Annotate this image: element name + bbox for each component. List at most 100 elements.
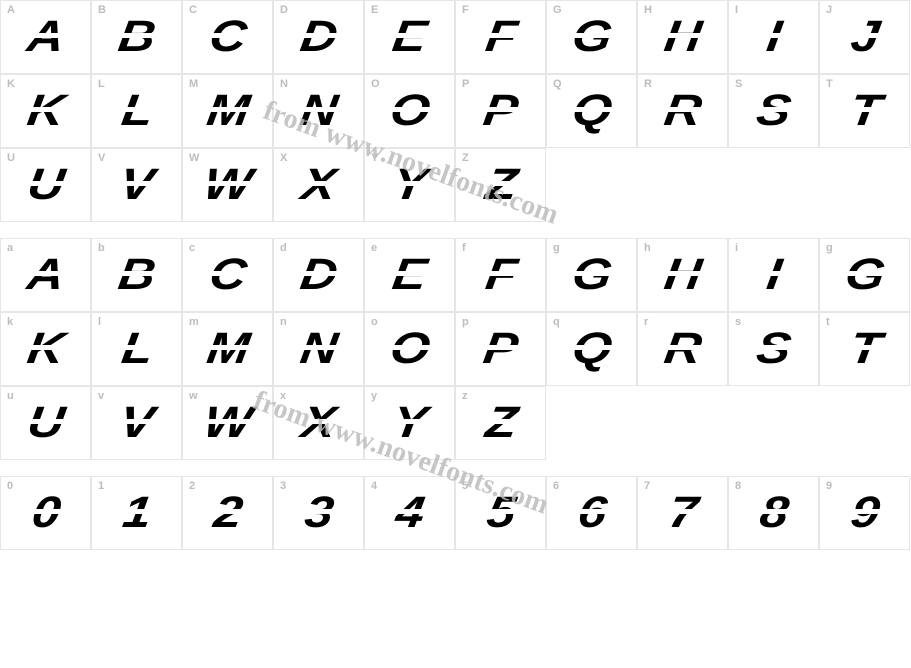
key-label: t <box>826 317 830 328</box>
key-label: 7 <box>644 481 650 492</box>
glyph: X <box>299 163 338 207</box>
glyph-cell: OO <box>364 74 455 148</box>
glyph-cell: NN <box>273 74 364 148</box>
glyph: X <box>299 401 338 445</box>
key-label: U <box>7 153 15 164</box>
glyph: E <box>390 253 429 297</box>
glyph: M <box>204 89 251 133</box>
key-label: i <box>735 243 738 254</box>
glyph-cell: 00 <box>0 476 91 550</box>
key-label: g <box>826 243 833 254</box>
glyph: 3 <box>302 491 335 535</box>
key-label: s <box>735 317 741 328</box>
key-label: p <box>462 317 469 328</box>
glyph-cell: MM <box>182 74 273 148</box>
glyph: U <box>25 401 67 445</box>
glyph-cell: vV <box>91 386 182 460</box>
glyph-cell: FF <box>455 0 546 74</box>
glyph: K <box>25 89 67 133</box>
glyph: N <box>298 89 340 133</box>
key-label: h <box>644 243 651 254</box>
glyph-cell: wW <box>182 386 273 460</box>
glyph: H <box>662 253 704 297</box>
glyph-cell: XX <box>273 148 364 222</box>
glyph: 6 <box>575 491 608 535</box>
glyph: B <box>116 253 158 297</box>
glyph: Z <box>483 163 519 207</box>
key-label: l <box>98 317 101 328</box>
glyph-cell: mM <box>182 312 273 386</box>
glyph-cell: 77 <box>637 476 728 550</box>
glyph-cell: YY <box>364 148 455 222</box>
key-label: R <box>644 79 652 90</box>
glyph: 2 <box>211 491 244 535</box>
key-label: v <box>98 391 104 402</box>
key-label: 6 <box>553 481 559 492</box>
key-label: C <box>189 5 197 16</box>
glyph-cell: 55 <box>455 476 546 550</box>
glyph-row: 00112233445566778899 <box>0 476 910 550</box>
glyph-cell <box>819 148 910 222</box>
glyph-cell: 11 <box>91 476 182 550</box>
key-label: L <box>98 79 105 90</box>
glyph-cell <box>637 386 728 460</box>
glyph: S <box>754 327 793 371</box>
key-label: 5 <box>462 481 468 492</box>
glyph-cell: nN <box>273 312 364 386</box>
glyph-cell: SS <box>728 74 819 148</box>
glyph-cell: tT <box>819 312 910 386</box>
glyph-cell: pP <box>455 312 546 386</box>
glyph-cell: LL <box>91 74 182 148</box>
glyph-cell: qQ <box>546 312 637 386</box>
glyph: E <box>390 15 429 59</box>
glyph: O <box>387 327 431 371</box>
glyph: 0 <box>29 491 62 535</box>
glyph-cell: bB <box>91 238 182 312</box>
glyph-cell: QQ <box>546 74 637 148</box>
key-label: V <box>98 153 105 164</box>
key-label: y <box>371 391 377 402</box>
key-label: E <box>371 5 378 16</box>
glyph-cell: GG <box>546 0 637 74</box>
glyph: W <box>201 401 254 445</box>
glyph-cell: BB <box>91 0 182 74</box>
glyph-cell: WW <box>182 148 273 222</box>
glyph: N <box>298 327 340 371</box>
glyph-cell: yY <box>364 386 455 460</box>
glyph: I <box>764 253 783 297</box>
glyph-cell: gG <box>819 238 910 312</box>
glyph-cell: oO <box>364 312 455 386</box>
glyph: O <box>387 89 431 133</box>
key-label: c <box>189 243 195 254</box>
glyph: 8 <box>757 491 790 535</box>
key-label: P <box>462 79 469 90</box>
key-label: D <box>280 5 288 16</box>
glyph-cell: iI <box>728 238 819 312</box>
key-label: 4 <box>371 481 377 492</box>
key-label: q <box>553 317 560 328</box>
glyph-cell: DD <box>273 0 364 74</box>
glyph: A <box>25 15 67 59</box>
glyph-cell: EE <box>364 0 455 74</box>
glyph: G <box>569 15 613 59</box>
key-label: 9 <box>826 481 832 492</box>
key-label: z <box>462 391 468 402</box>
glyph-cell: dD <box>273 238 364 312</box>
key-label: u <box>7 391 14 402</box>
glyph-cell: xX <box>273 386 364 460</box>
key-label: J <box>826 5 832 16</box>
glyph-cell: kK <box>0 312 91 386</box>
key-label: K <box>7 79 15 90</box>
glyph-cell: aA <box>0 238 91 312</box>
glyph: F <box>483 15 519 59</box>
glyph: B <box>116 15 158 59</box>
key-label: f <box>462 243 466 254</box>
glyph-row: AABBCCDDEEFFGGHHIIJJ <box>0 0 910 74</box>
glyph: L <box>119 327 155 371</box>
key-label: T <box>826 79 833 90</box>
glyph-cell: HH <box>637 0 728 74</box>
key-label: Z <box>462 153 469 164</box>
glyph-cell: lL <box>91 312 182 386</box>
glyph-cell: eE <box>364 238 455 312</box>
glyph: A <box>25 253 67 297</box>
